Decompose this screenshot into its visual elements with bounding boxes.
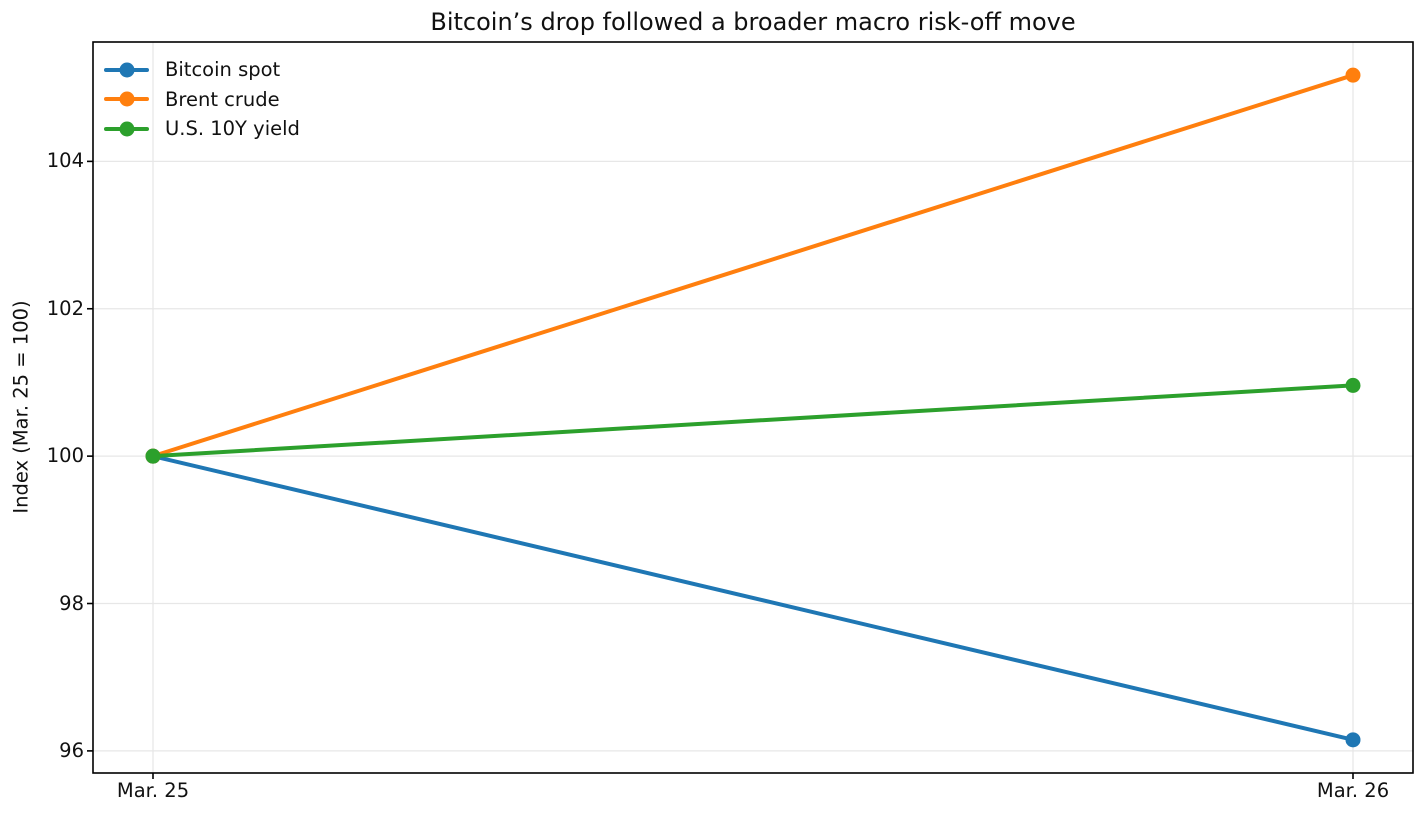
legend-marker-dot	[119, 62, 134, 78]
legend-marker-dot	[119, 91, 134, 107]
series-marker-u-s-10y-yield	[145, 448, 161, 464]
series-marker-u-s-10y-yield	[1345, 377, 1361, 393]
series-line-bitcoin-spot	[151, 454, 1355, 742]
legend-marker-dot	[119, 121, 134, 137]
axes-frame	[92, 41, 1414, 774]
series-marker-bitcoin-spot	[1345, 732, 1361, 748]
series-marker-brent-crude	[1345, 67, 1361, 83]
x-tick-label-mar26: Mar. 26	[1316, 779, 1390, 802]
y-tick-label-104: 104	[46, 149, 84, 173]
legend-line-swatch	[104, 121, 149, 137]
legend-line-swatch	[104, 91, 149, 107]
y-tick-label-100: 100	[46, 444, 84, 468]
legend-line-swatch	[104, 62, 149, 78]
series-line-brent-crude	[151, 73, 1355, 459]
series-line-u-s-10y-yield	[151, 383, 1355, 459]
legend-item-bitcoin-spot: Bitcoin spot	[104, 55, 300, 85]
legend-label: U.S. 10Y yield	[165, 117, 300, 141]
x-tick-label-mar25: Mar. 25	[116, 779, 190, 802]
y-tick-label-102: 102	[46, 296, 84, 320]
y-tick-label-96: 96	[59, 738, 84, 762]
y-tick-label-98: 98	[59, 591, 84, 615]
legend-label: Brent crude	[165, 87, 280, 111]
legend-item-us-10y-yield: U.S. 10Y yield	[104, 114, 300, 144]
chart-title: Bitcoin’s drop followed a broader macro …	[430, 8, 1076, 36]
legend-label: Bitcoin spot	[165, 58, 281, 82]
legend-item-brent-crude: Brent crude	[104, 85, 300, 115]
legend: Bitcoin spot Brent crude U.S. 10Y yield	[104, 55, 300, 144]
